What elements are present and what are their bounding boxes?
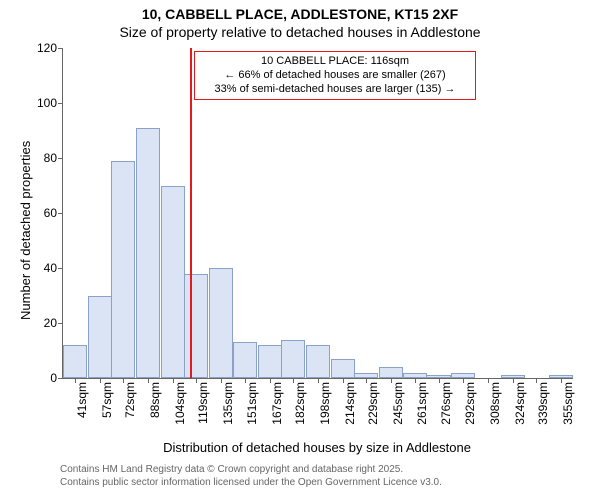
x-tick-label: 41sqm	[75, 378, 89, 418]
y-tick-label: 60	[44, 206, 63, 220]
x-tick-label: 276sqm	[439, 378, 453, 425]
y-tick-label: 20	[44, 316, 63, 330]
footer-line-1: Contains HM Land Registry data © Crown c…	[60, 464, 442, 477]
footer: Contains HM Land Registry data © Crown c…	[60, 464, 442, 489]
histogram-bar	[306, 345, 330, 378]
histogram-bar	[209, 268, 233, 378]
chart-title-line1: 10, CABBELL PLACE, ADDLESTONE, KT15 2XF	[0, 6, 600, 22]
annotation-line-2: ← 66% of detached houses are smaller (26…	[201, 69, 469, 83]
annotation-box: 10 CABBELL PLACE: 116sqm ← 66% of detach…	[194, 51, 476, 100]
histogram-bar	[184, 274, 208, 379]
x-tick-label: 339sqm	[536, 378, 550, 425]
chart-container: 10, CABBELL PLACE, ADDLESTONE, KT15 2XF …	[0, 0, 600, 500]
histogram-bar	[258, 345, 282, 378]
x-tick-label: 324sqm	[513, 378, 527, 425]
x-tick-label: 292sqm	[463, 378, 477, 425]
y-axis-label: Number of detached properties	[18, 141, 33, 320]
histogram-bar	[88, 296, 112, 379]
x-tick-label: 198sqm	[318, 378, 332, 425]
x-tick-label: 261sqm	[415, 378, 429, 425]
footer-line-2: Contains public sector information licen…	[60, 477, 442, 490]
x-tick-label: 104sqm	[173, 378, 187, 425]
x-tick-label: 167sqm	[270, 378, 284, 425]
annotation-line-3: 33% of semi-detached houses are larger (…	[201, 83, 469, 97]
histogram-bar	[233, 342, 257, 378]
x-tick-label: 88sqm	[148, 378, 162, 418]
y-tick-label: 120	[37, 41, 63, 55]
y-tick-label: 0	[50, 371, 63, 385]
x-tick-label: 151sqm	[245, 378, 259, 425]
y-tick-label: 80	[44, 151, 63, 165]
y-tick-label: 40	[44, 261, 63, 275]
x-tick-label: 57sqm	[100, 378, 114, 418]
histogram-bar	[331, 359, 355, 378]
x-tick-label: 308sqm	[488, 378, 502, 425]
histogram-bar	[281, 340, 305, 379]
x-tick-label: 245sqm	[391, 378, 405, 425]
x-tick-label: 229sqm	[366, 378, 380, 425]
x-tick-label: 72sqm	[123, 378, 137, 418]
chart-title-line2: Size of property relative to detached ho…	[0, 24, 600, 40]
x-axis-label: Distribution of detached houses by size …	[62, 440, 572, 455]
x-tick-label: 355sqm	[561, 378, 575, 425]
histogram-bar	[379, 367, 403, 378]
x-tick-label: 182sqm	[293, 378, 307, 425]
histogram-bar	[161, 186, 185, 379]
histogram-bar	[136, 128, 160, 378]
reference-line	[190, 48, 192, 378]
y-tick-label: 100	[37, 96, 63, 110]
x-tick-label: 135sqm	[221, 378, 235, 425]
histogram-bar	[111, 161, 135, 378]
x-tick-label: 214sqm	[343, 378, 357, 425]
annotation-line-1: 10 CABBELL PLACE: 116sqm	[201, 55, 469, 69]
x-tick-label: 119sqm	[196, 378, 210, 424]
histogram-bar	[63, 345, 87, 378]
plot-area: 02040608010012041sqm57sqm72sqm88sqm104sq…	[62, 48, 573, 379]
